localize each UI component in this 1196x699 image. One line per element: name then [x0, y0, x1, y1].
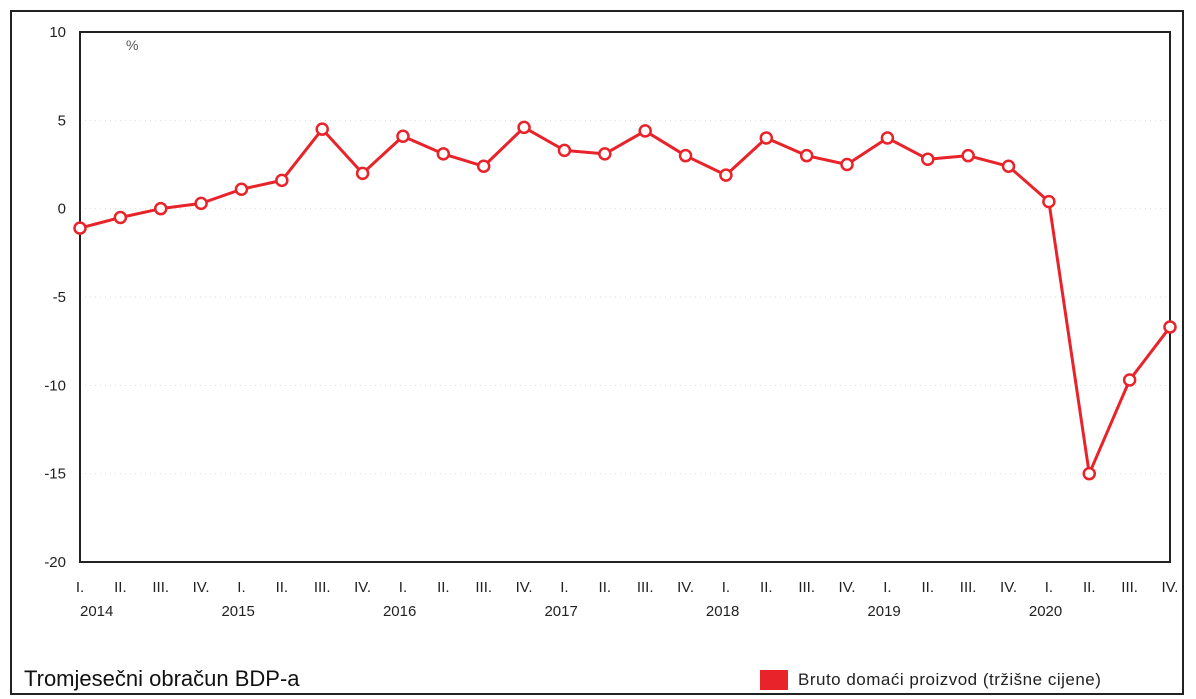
series-line	[79, 125, 1172, 476]
legend-label: Bruto domaći proizvod (tržišne cijene)	[798, 670, 1102, 689]
x-tick-label: I.	[399, 579, 407, 596]
data-point	[194, 196, 208, 211]
x-tick-label: I.	[237, 579, 245, 596]
data-point	[275, 173, 289, 188]
data-point	[73, 221, 87, 235]
x-tick-label: I.	[1045, 579, 1053, 596]
x-tick-label: IV.	[516, 579, 533, 596]
data-point	[719, 168, 733, 182]
data-point	[961, 148, 975, 163]
data-point	[638, 124, 652, 138]
year-label: 2014	[80, 603, 113, 620]
data-point	[234, 182, 249, 196]
legend: Bruto domaći proizvod (tržišne cijene)	[760, 670, 1101, 690]
data-point	[678, 148, 693, 163]
legend-swatch	[760, 670, 788, 690]
x-tick-label: IV.	[193, 579, 210, 596]
y-unit-label: %	[126, 37, 138, 53]
year-label: 2015	[221, 603, 254, 620]
gdp-line-chart: 10 5 0 -5 -10 -15 -20 I. II. III. IV. I. II. III. IV.…	[44, 24, 1179, 620]
series-layer	[73, 120, 1177, 481]
x-tick-label: I.	[76, 579, 84, 596]
y-tick-label: 10	[49, 24, 66, 41]
x-tick-label: I.	[722, 579, 730, 596]
y-tick-label: -15	[44, 466, 66, 483]
data-point	[1082, 466, 1097, 481]
data-point	[436, 147, 451, 161]
plot-area	[79, 31, 1171, 563]
year-label: 2017	[544, 603, 577, 620]
x-tick-label: III.	[152, 579, 169, 596]
year-label: 2018	[706, 603, 739, 620]
chart-frame: 10 5 0 -5 -10 -15 -20 I. II. III. IV. I. II. III. IV.…	[10, 10, 1184, 695]
data-point	[759, 131, 774, 145]
x-tick-label: II.	[276, 579, 289, 596]
x-tick-label: IV.	[839, 579, 856, 596]
x-tick-label: II.	[922, 579, 935, 596]
data-point	[517, 120, 531, 135]
x-tick-label: II.	[114, 579, 127, 596]
y-tick-label: -10	[44, 377, 66, 394]
x-tick-label: III.	[314, 579, 331, 596]
year-label: 2020	[1029, 603, 1062, 620]
data-point	[598, 147, 612, 161]
x-tick-label: III.	[637, 579, 654, 596]
data-point	[315, 122, 329, 136]
plot-border	[79, 31, 1171, 563]
x-tick-label: IV.	[354, 579, 371, 596]
y-tick-label: 5	[58, 112, 66, 129]
y-tick-label: -5	[53, 289, 66, 306]
data-point	[153, 201, 168, 216]
x-tick-label: III.	[475, 579, 492, 596]
data-point	[1042, 194, 1056, 209]
x-tick-label: III.	[1121, 579, 1138, 596]
x-tick-label: IV.	[1000, 579, 1017, 596]
y-tick-label: -20	[44, 554, 66, 571]
x-tick-label: I.	[560, 579, 568, 596]
data-point	[840, 157, 854, 172]
x-tick-label: II.	[599, 579, 612, 596]
x-tick-label: IV.	[677, 579, 694, 596]
chart-title: Tromjesečni obračun BDP-a	[24, 666, 300, 691]
y-axis-ticks: 10 5 0 -5 -10 -15 -20	[44, 24, 66, 571]
data-point	[921, 152, 935, 166]
x-tick-label: II.	[437, 579, 450, 596]
x-tick-label: II.	[760, 579, 773, 596]
x-tick-label: IV.	[1162, 579, 1179, 596]
data-point	[799, 148, 814, 163]
x-tick-label: III.	[960, 579, 977, 596]
data-point	[355, 166, 370, 181]
data-point	[113, 210, 128, 225]
data-point	[880, 131, 895, 145]
data-point	[1163, 320, 1177, 334]
data-point	[396, 129, 410, 143]
grid-lines	[80, 119, 1170, 475]
year-label: 2019	[867, 603, 900, 620]
data-point	[476, 159, 491, 174]
data-point	[557, 143, 572, 158]
data-point	[1001, 159, 1016, 174]
data-point	[1122, 373, 1137, 387]
y-tick-label: 0	[58, 201, 66, 218]
x-tick-label: II.	[1083, 579, 1096, 596]
year-label: 2016	[383, 603, 416, 620]
x-axis-ticks: I. II. III. IV. I. II. III. IV. I. II. III. IV. I. II…	[76, 579, 1179, 620]
x-tick-label: I.	[883, 579, 891, 596]
x-tick-label: III.	[798, 579, 815, 596]
